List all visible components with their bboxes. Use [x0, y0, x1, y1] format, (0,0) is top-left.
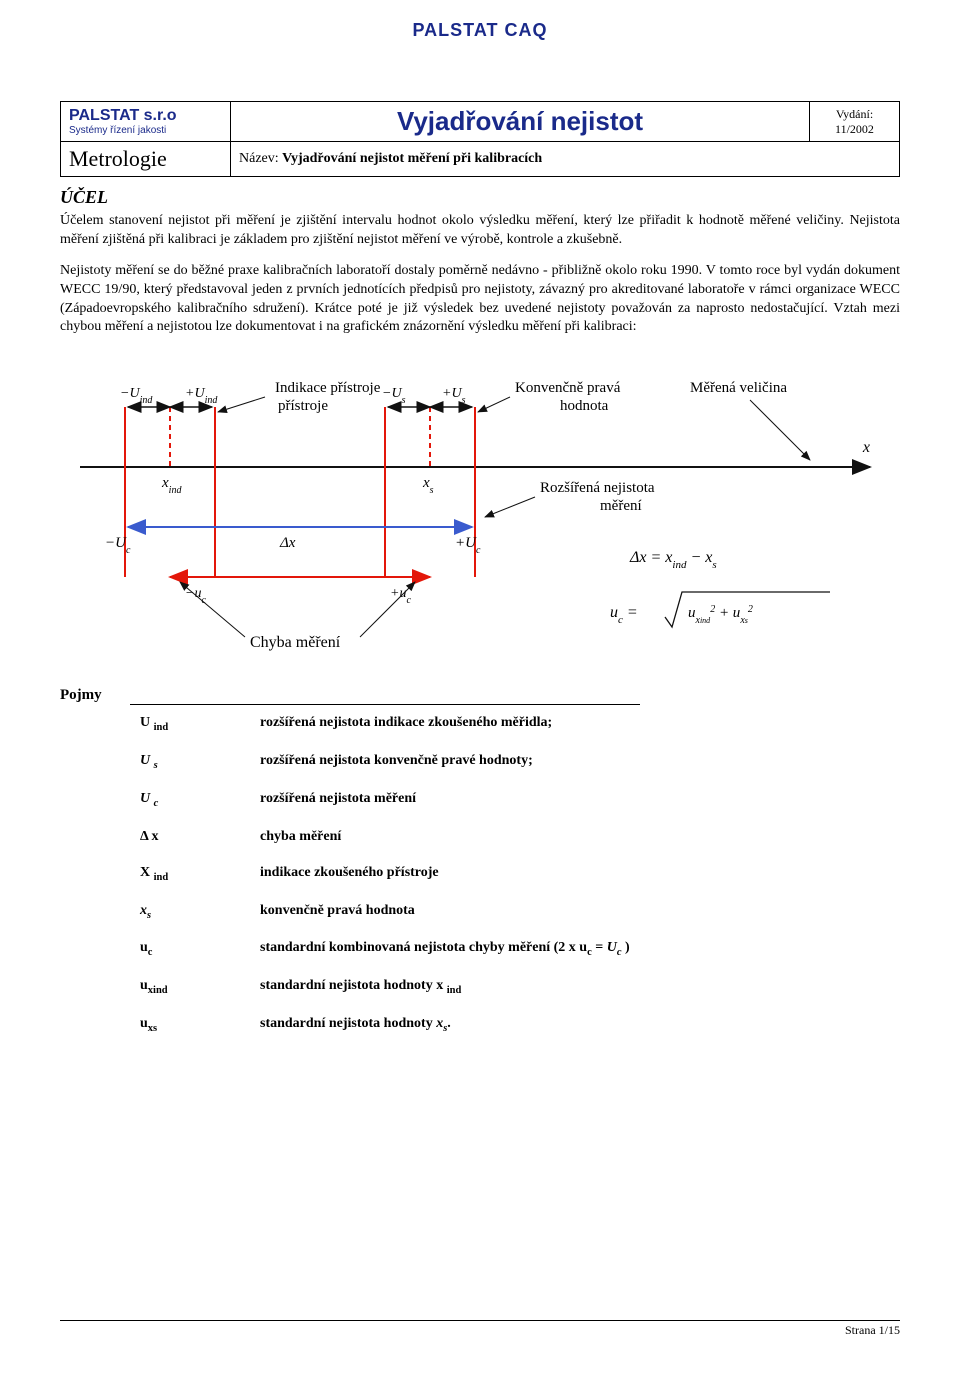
term-symbol: U s [130, 743, 250, 781]
nazev-cell: Název: Vyjadřování nejistot měření při k… [231, 142, 900, 177]
svg-text:měření: měření [600, 498, 642, 514]
term-row: ucstandardní kombinovaná nejistota chyby… [130, 930, 640, 968]
term-symbol: Δ x [130, 819, 250, 855]
edition-label: Vydání: [836, 107, 873, 121]
svg-text:+Uc: +Uc [455, 535, 481, 556]
svg-text:−Uind: −Uind [120, 386, 153, 406]
edition-value: 11/2002 [835, 122, 874, 136]
term-row: xskonvenčně pravá hodnota [130, 893, 640, 931]
logo-cell: PALSTAT s.r.o Systémy řízení jakosti [61, 102, 231, 142]
svg-text:uc =: uc = [610, 604, 638, 626]
term-desc: standardní kombinovaná nejistota chyby m… [250, 930, 640, 968]
logo-sub: Systémy řízení jakosti [69, 125, 222, 136]
term-desc: indikace zkoušeného přístroje [250, 855, 640, 893]
label-indikace: Indikace přístroje [275, 380, 381, 396]
term-row: U indrozšířená nejistota indikace zkouše… [130, 705, 640, 743]
svg-text:+Us: +Us [442, 386, 466, 406]
term-desc: konvenčně pravá hodnota [250, 893, 640, 931]
term-symbol: uxs [130, 1006, 250, 1044]
term-desc: chyba měření [250, 819, 640, 855]
term-row: uxsstandardní nejistota hodnoty xs. [130, 1006, 640, 1044]
nazev-value: Vyjadřování nejistot měření při kalibrac… [282, 151, 542, 166]
measurement-diagram: x −Uind +Uind Indikace přístroje přístro… [60, 352, 900, 662]
footer-strana: Strana [845, 1323, 876, 1337]
term-row: Δ xchyba měření [130, 819, 640, 855]
svg-text:hodnota: hodnota [560, 398, 609, 414]
term-desc: standardní nejistota hodnoty xs. [250, 1006, 640, 1044]
nazev-label: Název: [239, 151, 279, 166]
term-desc: rozšířená nejistota měření [250, 781, 640, 819]
label-konv-prava: Konvenčně pravá [515, 380, 621, 396]
edition-cell: Vydání: 11/2002 [810, 102, 900, 142]
svg-text:−Uc: −Uc [105, 535, 131, 556]
term-desc: rozšířená nejistota indikace zkoušeného … [250, 705, 640, 743]
svg-text:−Us: −Us [382, 386, 406, 406]
metrologie-cell: Metrologie [61, 142, 231, 177]
terms-table: U indrozšířená nejistota indikace zkouše… [130, 704, 640, 1043]
doc-header-table: PALSTAT s.r.o Systémy řízení jakosti Vyj… [60, 101, 900, 177]
metrologie-label: Metrologie [69, 146, 167, 171]
svg-text:xind: xind [161, 475, 182, 496]
label-chyba-mereni: Chyba měření [250, 634, 341, 651]
term-desc: standardní nejistota hodnoty x ind [250, 968, 640, 1006]
svg-text:xs: xs [422, 475, 434, 496]
svg-text:uxind2 + uxs2: uxind2 + uxs2 [688, 604, 753, 626]
term-row: U srozšířená nejistota konvenčně pravé h… [130, 743, 640, 781]
label-merena-velicina: Měřená veličina [690, 380, 787, 396]
brand-header: PALSTAT CAQ [60, 20, 900, 41]
term-symbol: uxind [130, 968, 250, 1006]
term-symbol: X ind [130, 855, 250, 893]
term-row: uxindstandardní nejistota hodnoty x ind [130, 968, 640, 1006]
axis-x-label: x [862, 439, 870, 456]
svg-text:přístroje: přístroje [278, 398, 328, 414]
svg-text:Δx = xind − xs: Δx = xind − xs [629, 549, 717, 571]
term-symbol: U ind [130, 705, 250, 743]
ucel-p1: Účelem stanovení nejistot při měření je … [60, 212, 900, 250]
footer-page: 1/15 [879, 1323, 900, 1337]
title-cell: Vyjadřování nejistot [231, 102, 810, 142]
footer: Strana 1/15 [60, 1320, 900, 1338]
logo-company: PALSTAT s.r.o [69, 107, 222, 125]
term-symbol: uc [130, 930, 250, 968]
pojmy-section: Pojmy U indrozšířená nejistota indikace … [60, 687, 900, 1043]
ucel-p2: Nejistoty měření se do běžné praxe kalib… [60, 262, 900, 338]
svg-text:+Uind: +Uind [185, 386, 218, 406]
ucel-heading: ÚČEL [60, 187, 900, 208]
pojmy-title: Pojmy [60, 687, 102, 703]
doc-title: Vyjadřování nejistot [239, 106, 801, 137]
term-symbol: xs [130, 893, 250, 931]
svg-text:Δx: Δx [279, 535, 296, 551]
term-symbol: U c [130, 781, 250, 819]
svg-text:Rozšířená nejistota: Rozšířená nejistota [540, 480, 655, 496]
term-row: U crozšířená nejistota měření [130, 781, 640, 819]
term-row: X indindikace zkoušeného přístroje [130, 855, 640, 893]
term-desc: rozšířená nejistota konvenčně pravé hodn… [250, 743, 640, 781]
